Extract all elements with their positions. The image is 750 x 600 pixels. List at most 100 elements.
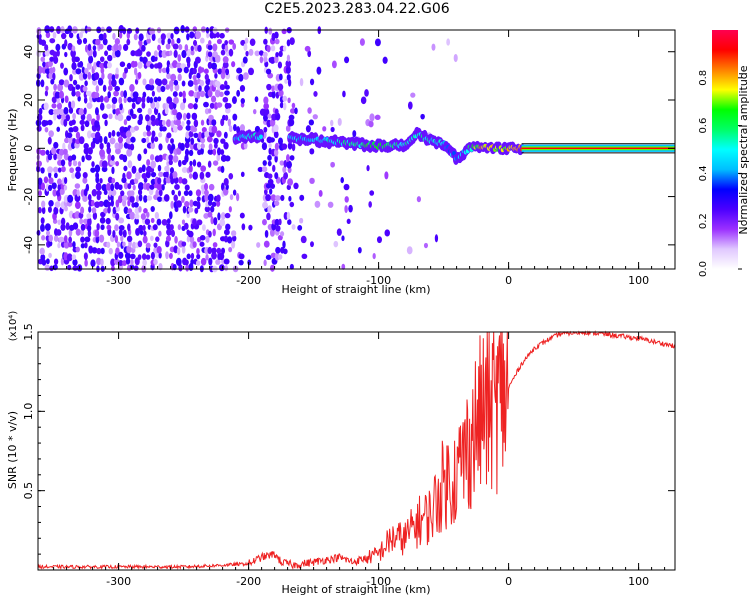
spectrogram-cell — [222, 61, 229, 69]
spectrogram-cell — [239, 124, 246, 132]
spectrogram-cell — [129, 211, 136, 220]
spectrogram-cell — [163, 194, 170, 202]
spectrogram-cell — [83, 107, 87, 115]
spectrogram-cell — [71, 62, 77, 71]
spectrogram-cell — [446, 38, 451, 46]
spectrogram-cell — [228, 39, 235, 45]
spectrogram-cell — [248, 67, 255, 76]
spectrogram-cell — [240, 97, 246, 104]
spectrogram-cell — [150, 141, 156, 150]
spectrogram-cell — [72, 113, 77, 120]
spectrogram-cell — [126, 28, 133, 34]
spectrogram-cell — [162, 102, 167, 110]
spectrogram-cell — [178, 91, 183, 98]
spectrogram-cell — [140, 213, 146, 220]
spectrogram-cell — [169, 167, 175, 174]
spectrogram-cell — [288, 114, 295, 121]
spectrogram-cell — [142, 56, 148, 65]
spectrogram-cell — [68, 236, 73, 243]
spectrogram-cell — [184, 259, 189, 266]
spectrogram-cell — [189, 160, 193, 166]
spectrogram-cell — [102, 84, 107, 92]
spectrogram-cell — [263, 259, 267, 267]
spectrogram-cell — [187, 102, 194, 109]
spectrogram-cell — [213, 217, 218, 226]
spectrogram-cell — [148, 84, 155, 91]
spectrogram-cell — [205, 254, 209, 261]
spectrogram-cell — [337, 118, 342, 126]
spectrogram-cell — [40, 56, 46, 62]
spectrogram-cell — [168, 252, 173, 260]
spectrogram-cell — [84, 120, 90, 128]
spectrogram-cell — [208, 40, 212, 46]
spectrogram-cell — [286, 54, 291, 62]
spectrogram-cell — [138, 167, 143, 174]
spectrogram-cell — [194, 207, 199, 214]
spectrogram-cell — [188, 165, 193, 173]
spectrogram-cell — [169, 50, 173, 56]
spectrogram-cell — [215, 259, 221, 265]
spectrogram-cell — [207, 61, 213, 69]
spectrogram-cell — [59, 188, 65, 196]
spectrogram-cell — [48, 200, 54, 207]
spectrogram-cell — [275, 246, 281, 254]
spectrogram-cell — [293, 182, 299, 190]
spectrogram-cell — [267, 160, 272, 167]
spectrogram-cell — [346, 218, 351, 225]
spectrogram-cell — [239, 85, 246, 92]
spectrogram-cell — [158, 230, 162, 237]
spectrogram-cell — [330, 119, 334, 127]
spectrogram-cell — [72, 138, 77, 144]
spectrogram-cell — [172, 154, 179, 163]
spectrogram-cell — [132, 184, 136, 191]
spectrogram-cell — [78, 136, 85, 145]
spectrogram-cell — [51, 96, 57, 104]
spectrogram-cell — [59, 90, 65, 99]
spectrogram-cell — [122, 27, 127, 35]
spectrogram-cell — [53, 56, 59, 64]
spectrogram-cell — [173, 79, 179, 86]
spectrogram-cell — [124, 67, 129, 74]
spectrogram-cell — [177, 159, 182, 167]
spectrogram-cell — [366, 165, 370, 172]
spectrogram-cell — [286, 160, 292, 169]
snr-y-multiplier: (x10⁴) — [8, 311, 19, 342]
spectrogram-cell — [112, 206, 117, 215]
spectrogram-cell — [210, 216, 214, 225]
spectrogram-cell — [109, 159, 116, 166]
spectrogram-cell — [299, 194, 305, 201]
spectrogram-cell — [126, 171, 132, 180]
spectrogram-cell — [187, 230, 194, 238]
spectrogram-cell — [357, 246, 362, 254]
spectrogram-cell — [196, 219, 203, 226]
spectrogram-cell — [96, 113, 100, 122]
spectrogram-cell — [182, 90, 186, 99]
spectrogram-cell — [196, 91, 201, 100]
spectrogram-cell — [102, 38, 108, 46]
spectrogram-x-tick-label: -200 — [236, 274, 261, 287]
spectrogram-cell — [150, 154, 155, 161]
spectrogram-cell — [99, 95, 104, 103]
spectrogram-cell — [94, 107, 99, 116]
spectrogram-cell — [36, 27, 42, 36]
spectrogram-cell — [126, 38, 131, 46]
spectrogram-cell — [220, 212, 226, 220]
spectrogram-cell — [182, 97, 187, 104]
spectrogram-cell — [336, 228, 342, 236]
spectrogram-cell — [44, 25, 51, 34]
spectrogram-cell — [130, 143, 135, 151]
spectrogram-cell — [157, 164, 162, 172]
spectrogram-cell — [196, 196, 201, 202]
spectrogram-cell — [205, 171, 211, 178]
spectrogram-cell — [90, 199, 95, 207]
spectrogram-cell — [74, 171, 81, 180]
spectrogram-cell — [85, 154, 92, 161]
spectrogram-cell — [281, 143, 288, 150]
spectrogram-cell — [181, 50, 187, 59]
spectrogram-cell — [61, 166, 66, 173]
spectrogram-cell — [56, 190, 61, 197]
spectrogram-cell — [165, 235, 172, 242]
spectrogram-cell — [40, 149, 46, 156]
spectrogram-cell — [137, 153, 142, 162]
spectrogram-cell — [133, 202, 139, 208]
